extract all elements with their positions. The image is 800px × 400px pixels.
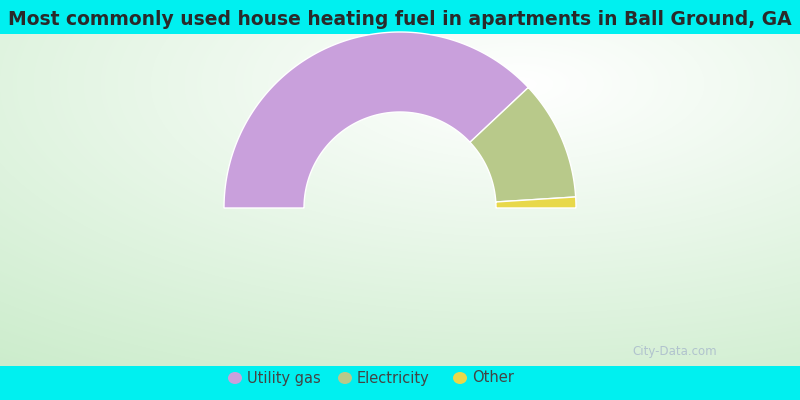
Ellipse shape <box>338 372 352 384</box>
Text: Most commonly used house heating fuel in apartments in Ball Ground, GA: Most commonly used house heating fuel in… <box>8 10 792 29</box>
Ellipse shape <box>453 372 467 384</box>
Polygon shape <box>224 32 528 208</box>
Text: Other: Other <box>472 370 514 386</box>
Ellipse shape <box>228 372 242 384</box>
Text: Electricity: Electricity <box>357 370 430 386</box>
Polygon shape <box>496 197 576 208</box>
Polygon shape <box>470 88 576 202</box>
Text: City-Data.com: City-Data.com <box>632 346 717 358</box>
Text: Utility gas: Utility gas <box>247 370 321 386</box>
